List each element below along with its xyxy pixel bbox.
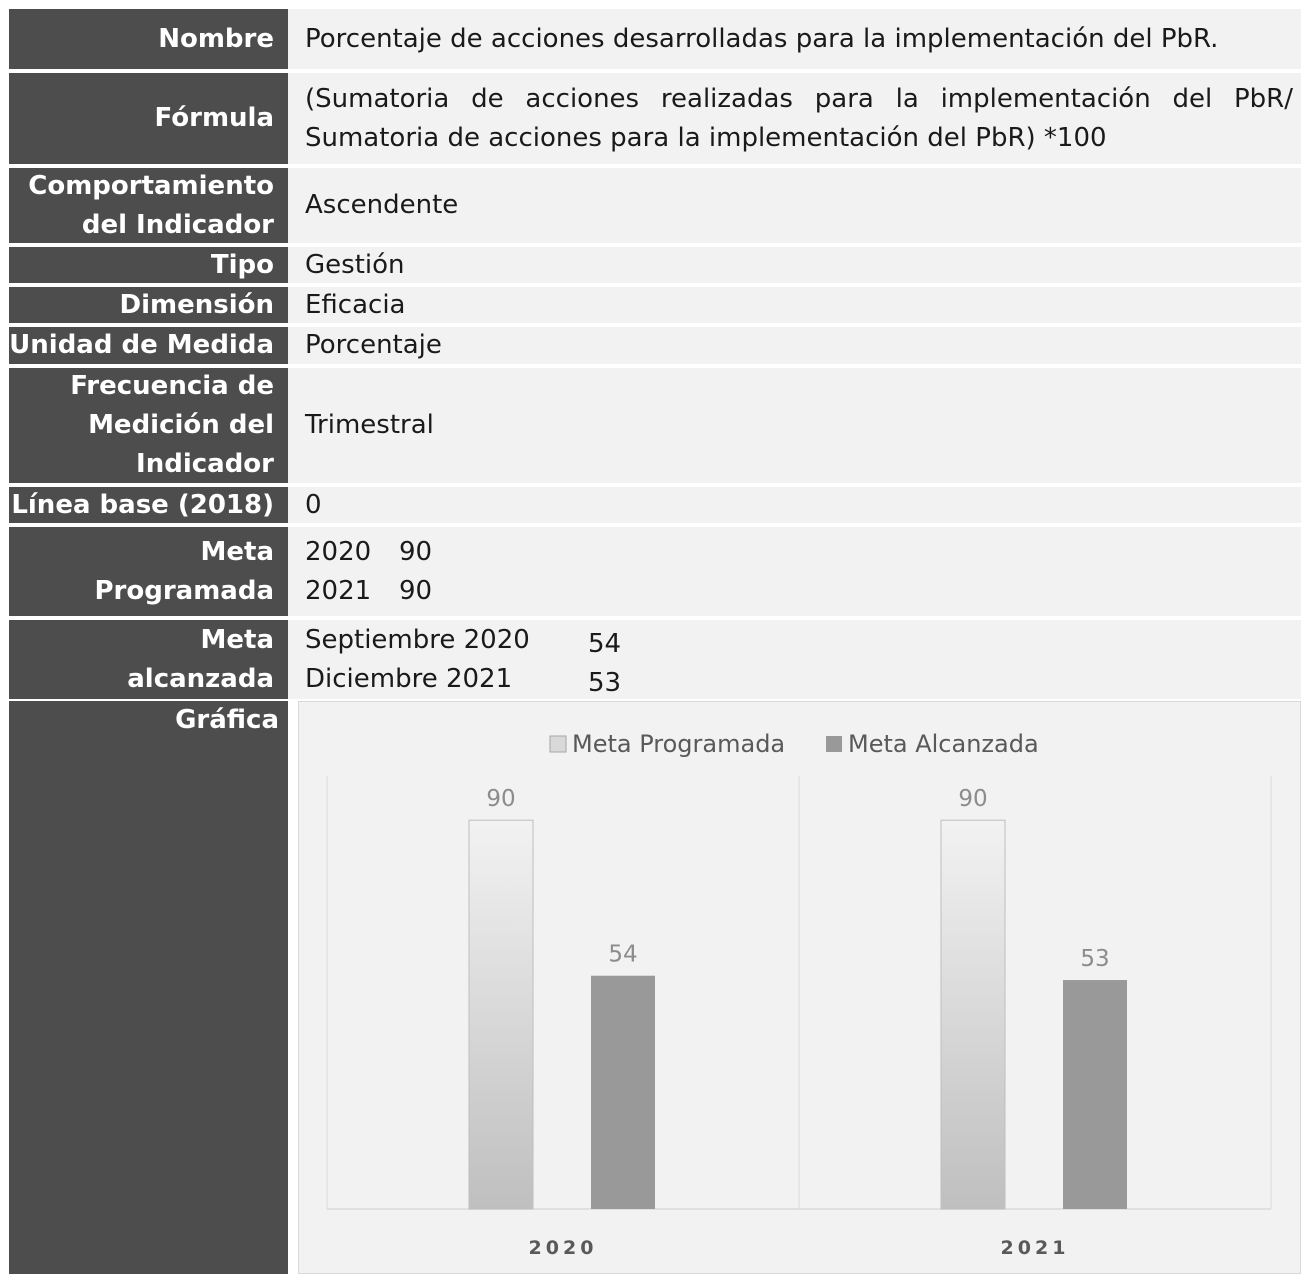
chart-x-ticks: 2020 2021 (529, 1237, 1070, 1259)
row-value: Porcentaje (288, 327, 1301, 364)
row-label: Dimensión (9, 287, 288, 323)
row-label: Gráfica (9, 701, 288, 1274)
chart-frame: Meta Programada Meta Alcanzada 90 54 90 53 2… (298, 701, 1301, 1274)
row-label: Comportamiento del Indicador (9, 168, 288, 243)
data-label: 90 (958, 786, 987, 812)
row-value: Septiembre 2020 54 Diciembre 2021 53 (288, 620, 1301, 699)
row-value: Porcentaje de acciones desarrolladas par… (288, 9, 1301, 69)
x-tick-label: 2021 (1001, 1237, 1070, 1259)
row-frecuencia: Frecuencia de Medición del Indicador Trime… (9, 368, 1301, 483)
legend-swatch (549, 735, 567, 753)
row-grafica: Gráfica Meta Programada Meta Alcanzada 90… (9, 701, 1301, 1274)
data-label: 90 (486, 786, 515, 812)
row-dimension: Dimensión Eficacia (9, 287, 1301, 323)
row-value: Gestión (288, 247, 1301, 283)
chart-bars (468, 819, 1127, 1210)
bar (591, 975, 655, 1209)
meta-alcanzada-entry: Septiembre 2020 54 (305, 624, 622, 659)
legend-label: Meta Alcanzada (848, 730, 1039, 758)
row-meta-alcanzada: Meta alcanzada Septiembre 2020 54 Diciembr… (9, 620, 1301, 699)
row-value: Trimestral (288, 368, 1301, 483)
indicator-sheet: Nombre Porcentaje de acciones desarrolla… (9, 9, 1301, 1274)
row-label: Meta alcanzada (9, 620, 288, 699)
legend-label: Meta Programada (572, 730, 785, 758)
row-label: Tipo (9, 247, 288, 283)
row-label: Nombre (9, 9, 288, 69)
x-tick-label: 2020 (529, 1237, 598, 1259)
meta-alcanzada-entry: Diciembre 2021 53 (305, 663, 622, 698)
row-meta-programada: Meta Programada 2020 90 2021 90 (9, 527, 1301, 616)
data-label: 53 (1080, 946, 1109, 972)
row-value: 0 (288, 487, 1301, 523)
legend-swatch (826, 736, 842, 752)
chart-area: Meta Programada Meta Alcanzada 90 54 90 53 2… (288, 701, 1301, 1274)
row-formula: Fórmula (Sumatoria de acciones realizada… (9, 73, 1301, 164)
bar (468, 819, 534, 1210)
row-value: Ascendente (288, 168, 1301, 243)
row-label: Fórmula (9, 73, 288, 164)
row-unidad: Unidad de Medida Porcentaje (9, 327, 1301, 364)
row-tipo: Tipo Gestión (9, 247, 1301, 283)
bar (1063, 980, 1127, 1209)
row-label: Frecuencia de Medición del Indicador (9, 368, 288, 483)
row-label: Línea base (2018) (9, 487, 288, 523)
chart-data-labels: 90 54 90 53 (486, 786, 1109, 972)
row-nombre: Nombre Porcentaje de acciones desarrolla… (9, 9, 1301, 69)
bar (940, 819, 1006, 1210)
meta-programada-entry: 2021 90 (305, 575, 433, 606)
data-label: 54 (608, 942, 637, 968)
bar-chart: Meta Programada Meta Alcanzada 90 54 90 53 2… (326, 730, 1272, 1259)
row-value: 2020 90 2021 90 (288, 527, 1301, 616)
row-value: Eficacia (288, 287, 1301, 323)
row-label: Meta Programada (9, 527, 288, 616)
row-comportamiento: Comportamiento del Indicador Ascendente (9, 168, 1301, 243)
row-label: Unidad de Medida (9, 327, 288, 364)
meta-programada-entry: 2020 90 (305, 536, 433, 567)
row-value: (Sumatoria de acciones realizadas para l… (288, 73, 1301, 164)
chart-legend: Meta Programada Meta Alcanzada (549, 730, 1039, 758)
row-linea-base: Línea base (2018) 0 (9, 487, 1301, 523)
